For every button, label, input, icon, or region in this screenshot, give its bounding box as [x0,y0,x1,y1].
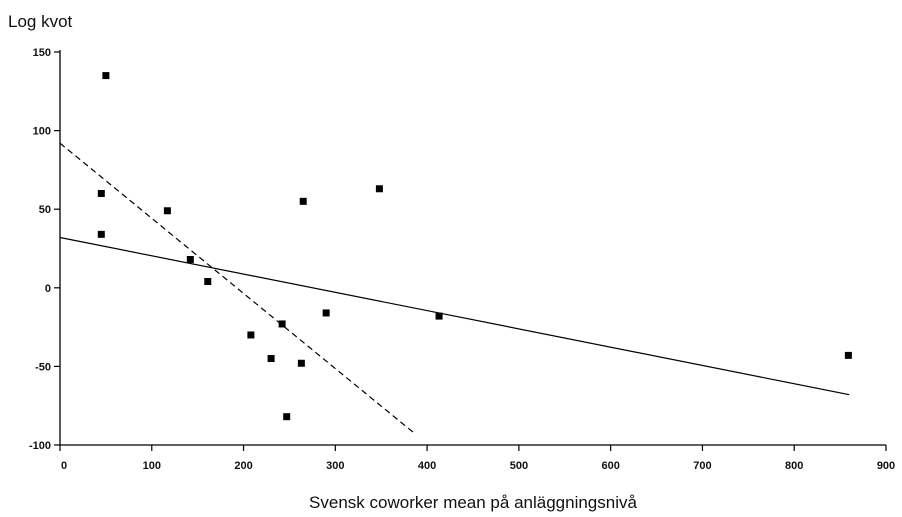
data-point [435,312,443,320]
x-axis-title: Svensk coworker mean på anläggningsnivå [309,493,637,512]
x-tick-label: 100 [143,460,161,472]
data-point [247,331,255,339]
y-tick-label: 50 [39,204,51,216]
x-tick-label: 300 [326,460,344,472]
trend-lines [59,142,850,433]
data-point [278,320,286,328]
y-tick-label: -50 [35,361,51,373]
x-tick-label: 800 [785,460,803,472]
data-point [204,278,212,286]
y-tick-label: 0 [45,283,51,295]
dashed-trend-line [59,142,414,433]
data-points [97,72,852,421]
x-tick-label: 600 [601,460,619,472]
data-point [844,351,852,359]
y-tick-label: -100 [29,440,51,452]
data-point [375,185,383,193]
solid-trend-line [59,236,850,396]
data-point [97,189,105,197]
x-tick-label: 700 [693,460,711,472]
data-point [163,207,171,215]
x-tick-label: 500 [510,460,528,472]
data-point [102,72,110,80]
y-tick-label: 150 [33,47,51,59]
x-tick-label: 400 [418,460,436,472]
data-point [283,413,291,421]
x-tick-label: 0 [61,460,67,472]
x-tick-label: 200 [234,460,252,472]
data-point [97,230,105,238]
data-point [267,355,275,363]
data-point [322,309,330,317]
data-point [186,256,194,264]
y-axis-title: Log kvot [8,12,73,31]
data-point [299,197,307,205]
axes: -100 -50 0 50 100 150 0 100 200 300 400 500 600 700 80… [29,47,895,472]
x-tick-label: 900 [877,460,895,472]
data-point [297,359,305,367]
y-tick-label: 100 [33,126,51,138]
